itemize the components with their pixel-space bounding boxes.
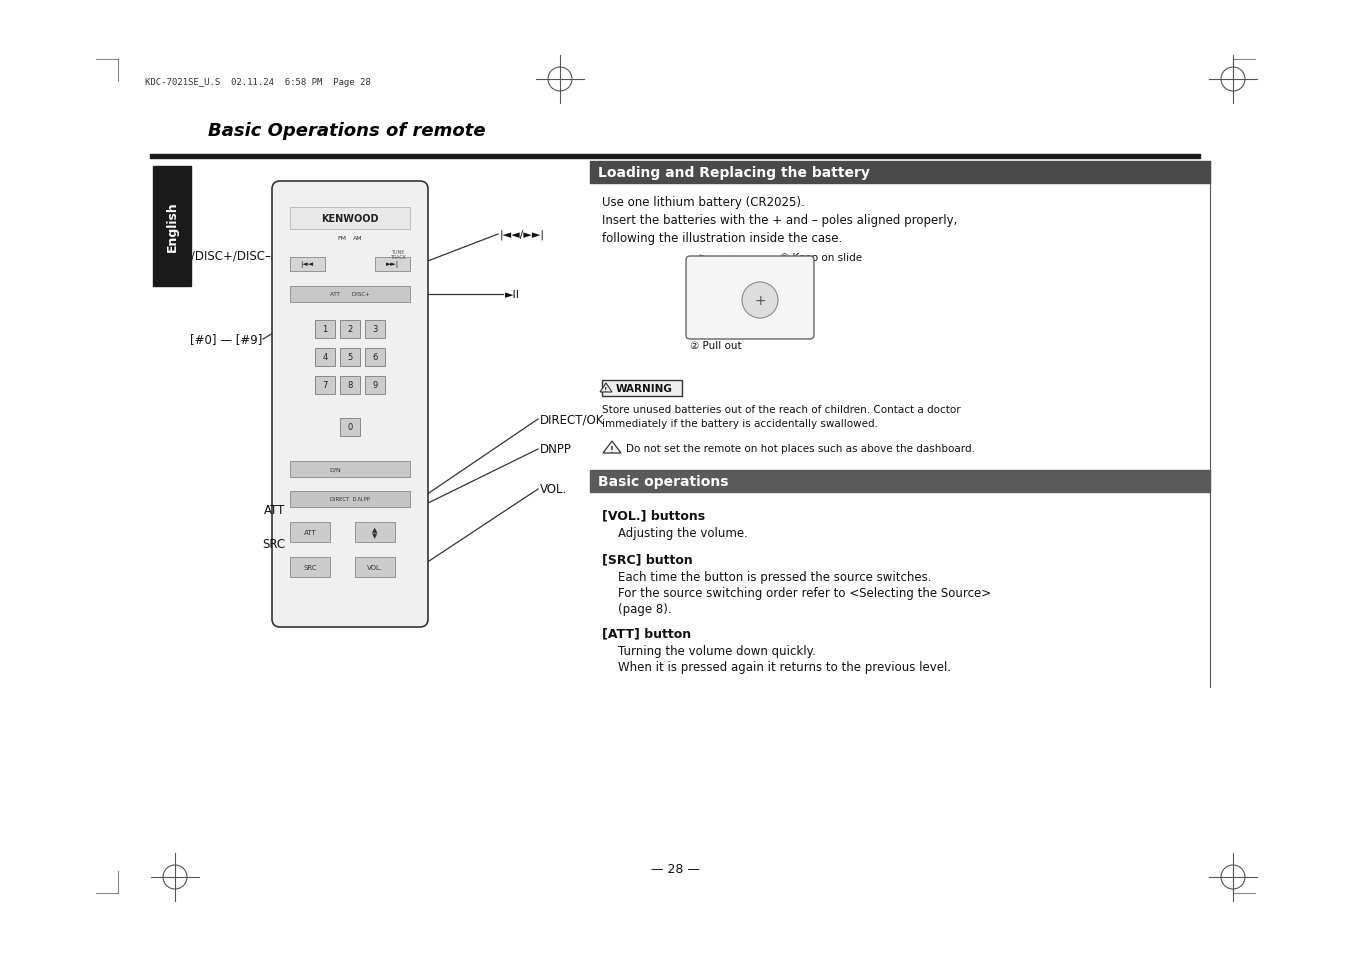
Polygon shape	[600, 384, 612, 393]
Bar	[290, 492, 409, 507]
Text: English: English	[166, 201, 178, 253]
Bar	[590, 471, 1210, 493]
Text: [SRC] button: [SRC] button	[603, 553, 693, 565]
Text: 1: 1	[323, 325, 328, 335]
Text: Turning the volume down quickly.: Turning the volume down quickly.	[617, 644, 816, 658]
Text: Insert the batteries with the + and – poles aligned properly,: Insert the batteries with the + and – po…	[603, 213, 958, 227]
Text: |◄◄: |◄◄	[300, 261, 313, 268]
Text: FM/AM/DISC+/DISC–: FM/AM/DISC+/DISC–	[153, 250, 272, 262]
Bar	[315, 376, 335, 395]
Text: (page 8).: (page 8).	[617, 602, 671, 616]
Bar	[340, 349, 359, 367]
FancyBboxPatch shape	[686, 256, 815, 339]
Text: WARNING: WARNING	[616, 384, 673, 394]
Text: SRC: SRC	[303, 564, 316, 571]
Text: Loading and Replacing the battery: Loading and Replacing the battery	[598, 166, 870, 180]
Text: immediately if the battery is accidentally swallowed.: immediately if the battery is accidental…	[603, 418, 878, 429]
Text: |◄◄/►►|: |◄◄/►►|	[500, 230, 544, 240]
Bar	[315, 349, 335, 367]
Bar	[340, 320, 359, 338]
Bar	[365, 376, 385, 395]
Text: 7: 7	[323, 381, 328, 390]
Bar	[590, 162, 1210, 184]
Bar	[290, 257, 326, 272]
Bar	[376, 257, 409, 272]
Bar	[290, 461, 409, 477]
Bar	[290, 208, 409, 230]
Text: Basic Operations of remote: Basic Operations of remote	[208, 122, 485, 140]
Text: TUNE
TRACK: TUNE TRACK	[390, 250, 407, 260]
Text: ATT: ATT	[263, 503, 285, 516]
Text: 3: 3	[373, 325, 378, 335]
Text: !: !	[604, 387, 608, 393]
Text: Basic operations: Basic operations	[598, 475, 728, 489]
Text: 0: 0	[347, 423, 353, 432]
Text: ▲: ▲	[373, 526, 378, 533]
Text: FM: FM	[338, 236, 346, 241]
Text: Do not set the remote on hot places such as above the dashboard.: Do not set the remote on hot places such…	[626, 443, 975, 454]
Text: 6: 6	[373, 354, 378, 362]
Text: 8: 8	[347, 381, 353, 390]
Text: Adjusting the volume.: Adjusting the volume.	[617, 526, 748, 539]
Bar	[290, 287, 409, 303]
Bar	[315, 320, 335, 338]
Bar	[603, 380, 682, 396]
FancyBboxPatch shape	[272, 182, 428, 627]
Bar	[365, 320, 385, 338]
Bar	[340, 376, 359, 395]
Polygon shape	[603, 441, 621, 454]
Text: ① Keep on slide: ① Keep on slide	[780, 253, 862, 263]
Text: 9: 9	[373, 381, 378, 390]
Text: KDC-7021SE_U.S  02.11.24  6:58 PM  Page 28: KDC-7021SE_U.S 02.11.24 6:58 PM Page 28	[145, 78, 370, 87]
Text: ATT       DISC+: ATT DISC+	[330, 293, 370, 297]
Text: ►II: ►II	[505, 290, 520, 299]
Text: 5: 5	[347, 354, 353, 362]
Text: ▼: ▼	[373, 533, 378, 538]
Bar	[290, 522, 330, 542]
Text: ATT: ATT	[304, 530, 316, 536]
Text: DIRECT/OK: DIRECT/OK	[540, 413, 604, 426]
Text: [ATT] button: [ATT] button	[603, 626, 692, 639]
Text: following the illustration inside the case.: following the illustration inside the ca…	[603, 232, 842, 245]
Text: ② Pull out: ② Pull out	[690, 340, 742, 351]
Text: D/N: D/N	[330, 467, 340, 472]
Text: [VOL.] buttons: [VOL.] buttons	[603, 509, 705, 521]
Text: KENWOOD: KENWOOD	[322, 213, 378, 224]
Text: VOL.: VOL.	[540, 483, 567, 496]
Bar	[290, 558, 330, 578]
Text: Use one lithium battery (CR2025).: Use one lithium battery (CR2025).	[603, 195, 805, 209]
Text: — 28 —: — 28 —	[651, 862, 700, 876]
Text: Each time the button is pressed the source switches.: Each time the button is pressed the sour…	[617, 571, 931, 583]
Text: 4: 4	[323, 354, 328, 362]
Text: DIRECT  D.N.PP: DIRECT D.N.PP	[330, 497, 370, 502]
Text: SRC: SRC	[262, 537, 285, 551]
Bar	[355, 522, 394, 542]
Text: ►►|: ►►|	[386, 261, 400, 268]
Text: +: +	[754, 294, 766, 308]
Bar	[153, 167, 190, 287]
Text: !: !	[611, 446, 613, 455]
Bar	[365, 349, 385, 367]
Text: For the source switching order refer to <Selecting the Source>: For the source switching order refer to …	[617, 586, 992, 599]
Text: VOL.: VOL.	[367, 564, 384, 571]
Text: 2: 2	[347, 325, 353, 335]
Text: Store unused batteries out of the reach of children. Contact a doctor: Store unused batteries out of the reach …	[603, 405, 961, 415]
Bar	[340, 418, 359, 436]
Text: When it is pressed again it returns to the previous level.: When it is pressed again it returns to t…	[617, 660, 951, 673]
Text: DNPP: DNPP	[540, 443, 571, 456]
Text: AM: AM	[353, 236, 363, 241]
Text: [#0] — [#9]: [#0] — [#9]	[189, 334, 262, 346]
Bar	[355, 558, 394, 578]
Circle shape	[742, 283, 778, 318]
